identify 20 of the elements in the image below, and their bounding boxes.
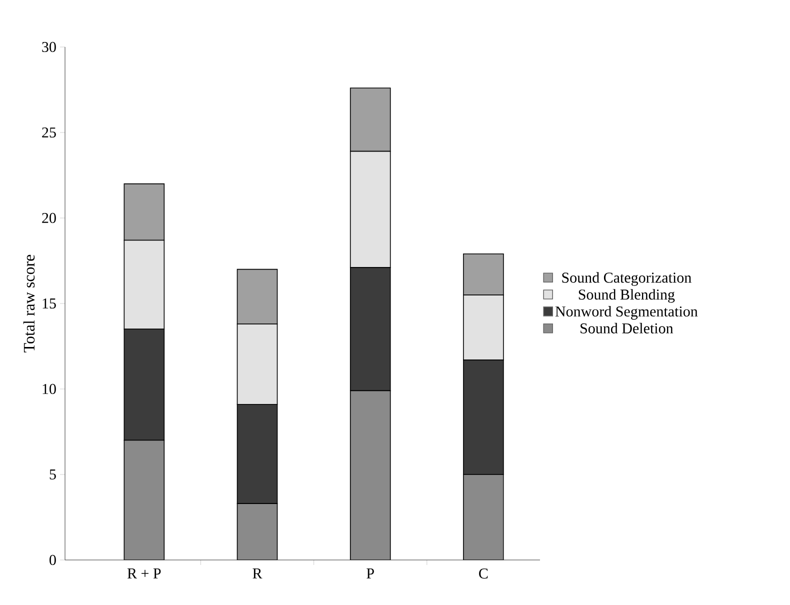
legend-label: Sound Categorization bbox=[562, 272, 692, 286]
bar bbox=[124, 440, 165, 560]
y-tick-label: 20 bbox=[42, 212, 56, 224]
x-tick-label: R + P bbox=[127, 568, 161, 578]
x-tick-label: R bbox=[252, 568, 262, 578]
y-axis-title: Total raw score bbox=[23, 254, 35, 352]
y-tick-label: 10 bbox=[42, 384, 56, 394]
y-tick-label: 25 bbox=[42, 127, 56, 138]
bar bbox=[463, 474, 504, 560]
y-tick-label: 5 bbox=[50, 470, 56, 480]
y-tick-label: 15 bbox=[42, 298, 56, 309]
y-tick-label: 30 bbox=[42, 42, 56, 52]
legend-label: Nonword Segmentation bbox=[555, 306, 698, 320]
legend-label: Sound Blending bbox=[578, 289, 675, 303]
bar bbox=[236, 503, 278, 560]
y-tick-label: 0 bbox=[50, 554, 56, 566]
x-tick-label: P bbox=[366, 568, 374, 578]
x-tick-label: C bbox=[479, 568, 488, 579]
legend-label: Sound Deletion bbox=[580, 322, 674, 334]
bar bbox=[350, 390, 391, 560]
